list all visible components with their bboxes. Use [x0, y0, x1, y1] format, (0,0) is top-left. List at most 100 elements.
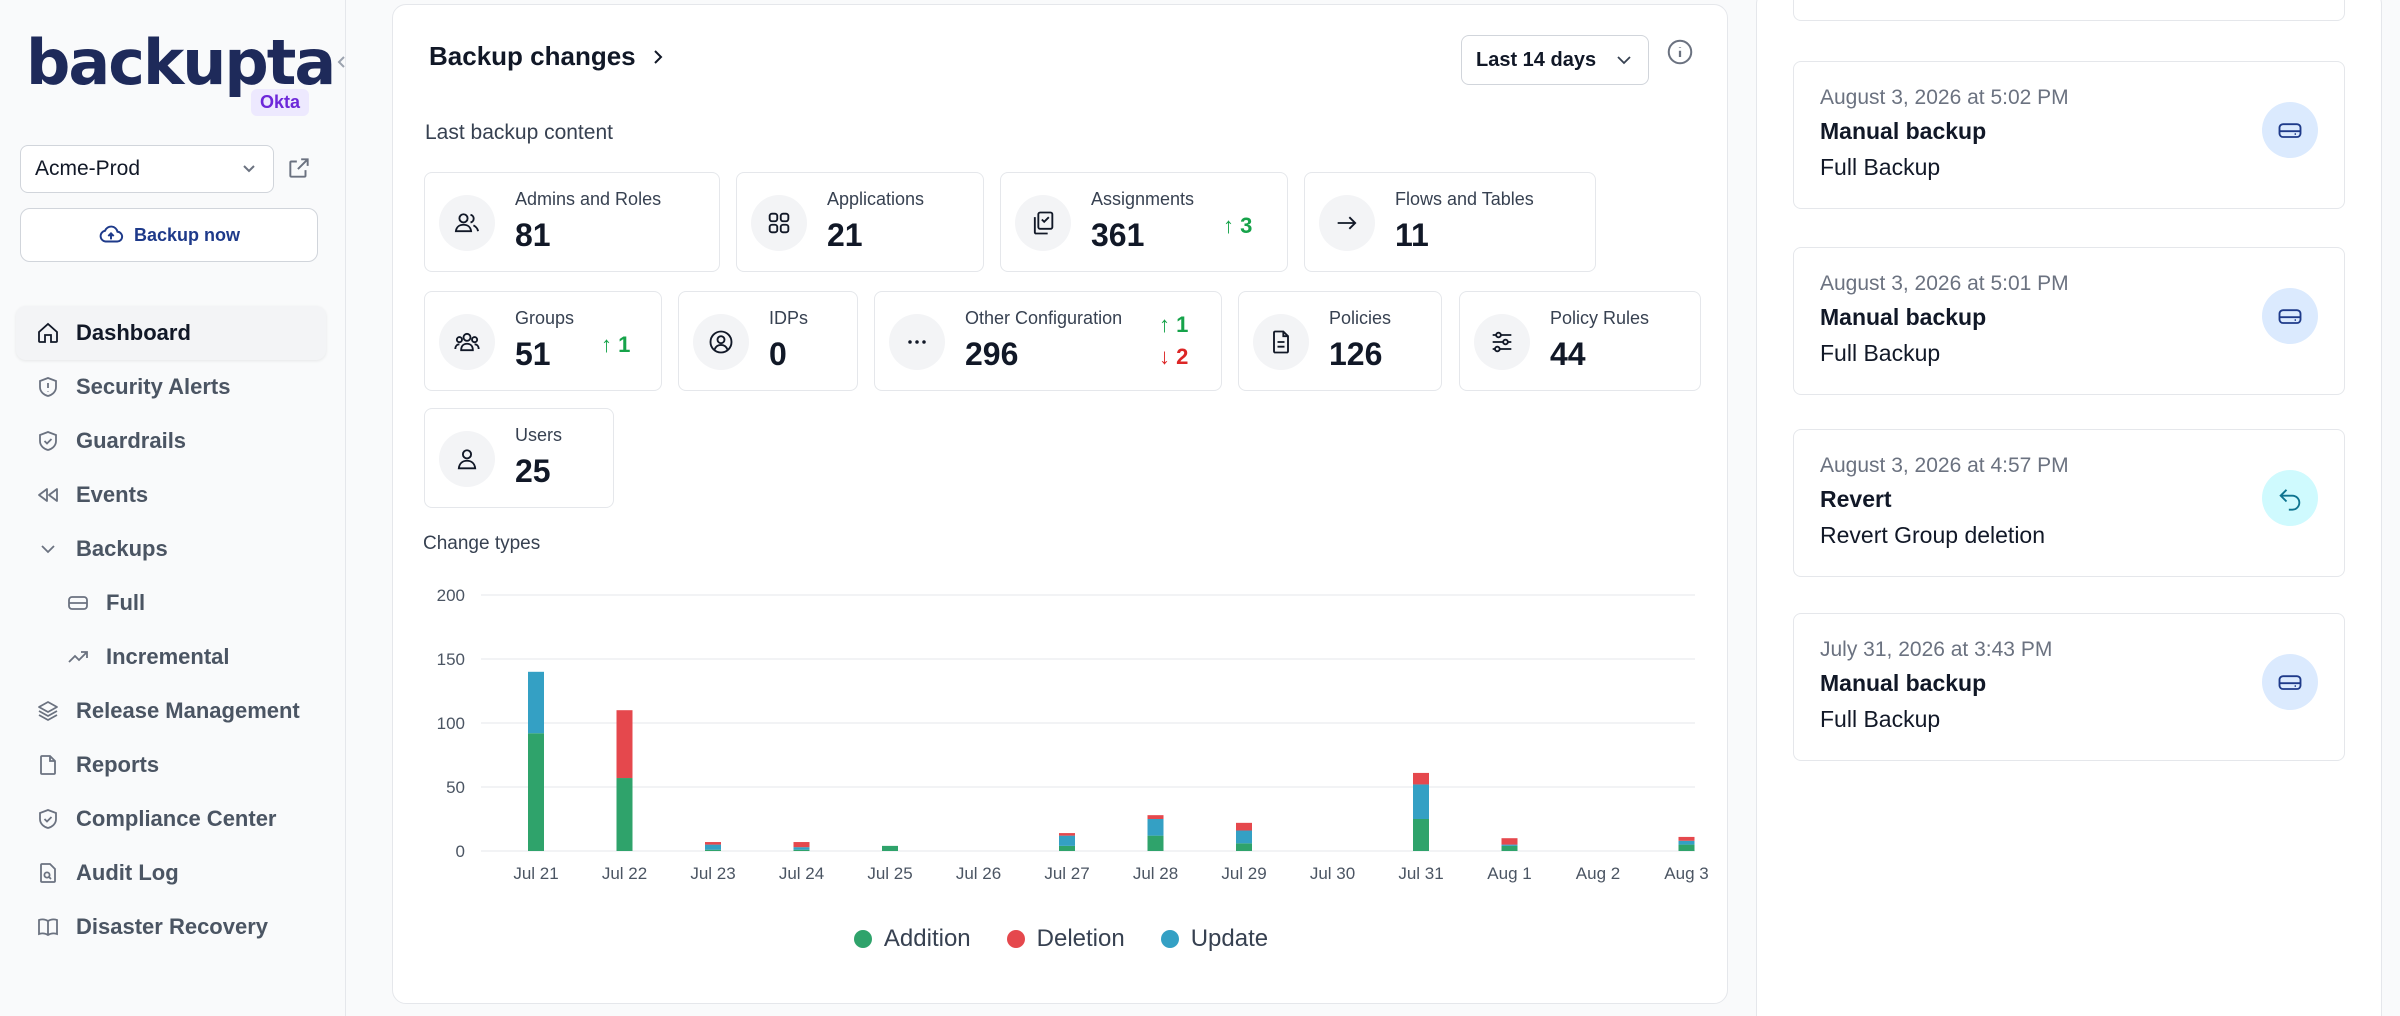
stat-card-policies[interactable]: Policies 126 — [1238, 291, 1442, 391]
delta-increase: ↑ 3 — [1223, 213, 1253, 238]
stat-value: 11 — [1395, 217, 1429, 253]
history-item[interactable]: August 3, 2026 at 4:57 PM Revert Revert … — [1793, 429, 2345, 577]
sidebar-item-events[interactable]: Events — [16, 468, 326, 522]
sidebar-item-incremental[interactable]: Incremental — [16, 630, 326, 684]
sidebar-item-reports[interactable]: Reports — [16, 738, 326, 792]
bar-segment-addition — [1236, 843, 1252, 851]
sidebar-item-security-alerts[interactable]: Security Alerts — [16, 360, 326, 414]
sidebar-item-full[interactable]: Full — [16, 576, 326, 630]
backup-history-panel: August 3, 2026 at 5:02 PM Manual backup … — [1756, 0, 2382, 1016]
sidebar-item-backups[interactable]: Backups — [16, 522, 326, 576]
sidebar-item-audit-log[interactable]: Audit Log — [16, 846, 326, 900]
stat-card-users[interactable]: Users 25 — [424, 408, 614, 508]
stat-label: Admins and Roles — [515, 189, 662, 209]
legend-item-addition[interactable]: Addition — [853, 925, 971, 953]
card-title[interactable]: Backup changes — [429, 41, 668, 72]
book-icon — [36, 915, 60, 939]
sidebar-item-label: Audit Log — [76, 860, 179, 885]
y-tick-label: 100 — [437, 714, 465, 733]
stat-card-groups[interactable]: Groups 51 ↑ 1 — [424, 291, 662, 391]
bar-segment-addition — [793, 849, 810, 851]
hard-drive-icon — [2262, 654, 2318, 710]
backup-now-button[interactable]: Backup now — [20, 208, 318, 262]
sidebar-item-dashboard[interactable]: Dashboard — [16, 306, 326, 360]
x-tick-label: Jul 29 — [1221, 864, 1266, 883]
external-link-icon[interactable] — [286, 155, 312, 181]
logo[interactable]: backupta — [26, 26, 336, 99]
section-label: Last backup content — [425, 121, 613, 144]
more-icon — [889, 314, 945, 370]
okta-badge: Okta — [251, 89, 310, 116]
stat-card-policy-rules[interactable]: Policy Rules 44 — [1459, 291, 1701, 391]
legend-swatch — [1006, 930, 1025, 948]
x-tick-label: Jul 26 — [956, 864, 1001, 883]
history-description: Full Backup — [1820, 706, 1941, 732]
history-item[interactable]: August 3, 2026 at 5:02 PM Manual backup … — [1793, 61, 2345, 209]
history-description: Full Backup — [1820, 154, 1941, 180]
x-tick-label: Aug 2 — [1576, 864, 1620, 883]
legend-swatch — [1160, 930, 1179, 948]
bar-segment-deletion — [1501, 838, 1518, 845]
history-date: August 3, 2026 at 5:02 PM — [1820, 86, 2069, 109]
history-type: Manual backup — [1820, 118, 1987, 144]
stat-label: Other Configuration — [965, 308, 1123, 328]
history-description: Full Backup — [1820, 340, 1941, 366]
sidebar-item-label: Incremental — [106, 644, 230, 669]
chevron-right-icon — [653, 49, 663, 64]
change-types-chart: 0 50 100 150 200 Jul 21 Jul 22 Jul 23 Jul 24 Jul … — [437, 586, 1709, 883]
collapse-sidebar-button[interactable] — [330, 52, 354, 76]
sidebar-item-disaster-recovery[interactable]: Disaster Recovery — [16, 900, 326, 954]
history-item[interactable] — [1793, 0, 2345, 21]
x-tick-label: Jul 28 — [1133, 864, 1178, 883]
stat-value: 81 — [515, 217, 551, 253]
sidebar-item-label: Guardrails — [76, 428, 187, 453]
shield-check-icon — [36, 429, 60, 453]
date-range-select[interactable]: Last 14 days — [1461, 35, 1649, 85]
sidebar-item-compliance-center[interactable]: Compliance Center — [16, 792, 326, 846]
stat-card-flows-and-tables[interactable]: Flows and Tables 11 — [1304, 172, 1596, 272]
bar-segment-update — [1501, 844, 1518, 846]
shield-check-icon — [36, 807, 60, 831]
sidebar-item-label: Security Alerts — [76, 374, 231, 399]
sidebar: backupta Okta Acme-Prod Backup now Dashb… — [0, 0, 346, 1016]
cloud-upload-icon — [99, 225, 124, 243]
legend-label: Addition — [883, 925, 971, 952]
legend-item-deletion[interactable]: Deletion — [1006, 925, 1125, 953]
bar-segment-addition — [1678, 844, 1695, 851]
users-icon — [439, 195, 495, 251]
x-tick-label: Jul 27 — [1044, 864, 1089, 883]
sidebar-item-release-management[interactable]: Release Management — [16, 684, 326, 738]
stat-card-applications[interactable]: Applications 21 — [736, 172, 984, 272]
tenant-select[interactable]: Acme-Prod — [20, 145, 274, 193]
undo-icon — [2262, 470, 2318, 526]
stat-card-idps[interactable]: IDPs 0 — [678, 291, 858, 391]
bar-segment-deletion — [1413, 772, 1429, 785]
y-tick-label: 200 — [437, 586, 465, 605]
bar-segment-update — [528, 671, 544, 734]
clipboard-icon — [1015, 195, 1071, 251]
x-tick-label: Jul 22 — [602, 864, 647, 883]
history-type: Manual backup — [1820, 304, 1987, 330]
backup-changes-card: Backup changes Last 14 days Last backup … — [392, 4, 1728, 1004]
sidebar-item-label: Dashboard — [76, 320, 191, 345]
bar-segment-update — [793, 847, 810, 850]
stat-label: Flows and Tables — [1395, 189, 1534, 209]
chevron-left-icon — [337, 56, 345, 68]
legend-label: Update — [1190, 925, 1269, 952]
history-item[interactable]: August 3, 2026 at 5:01 PM Manual backup … — [1793, 247, 2345, 395]
delta-value: 3 — [1240, 213, 1253, 238]
hard-drive-icon — [2262, 102, 2318, 158]
legend-item-update[interactable]: Update — [1160, 925, 1269, 953]
stat-card-other-configuration[interactable]: Other Configuration 296 ↑ 1 ↓ 2 — [874, 291, 1222, 391]
info-icon[interactable] — [1665, 37, 1695, 67]
bar-segment-deletion — [616, 710, 633, 779]
x-tick-label: Jul 31 — [1398, 864, 1443, 883]
stat-card-admins-and-roles[interactable]: Admins and Roles 81 — [424, 172, 720, 272]
bar-segment-deletion — [705, 842, 721, 845]
sidebar-item-guardrails[interactable]: Guardrails — [16, 414, 326, 468]
trending-up-icon — [66, 645, 90, 669]
x-tick-label: Jul 21 — [513, 864, 558, 883]
bar-segment-deletion — [1236, 822, 1252, 831]
stat-card-assignments[interactable]: Assignments 361 ↑ 3 — [1000, 172, 1288, 272]
history-item[interactable]: July 31, 2026 at 3:43 PM Manual backup F… — [1793, 613, 2345, 761]
